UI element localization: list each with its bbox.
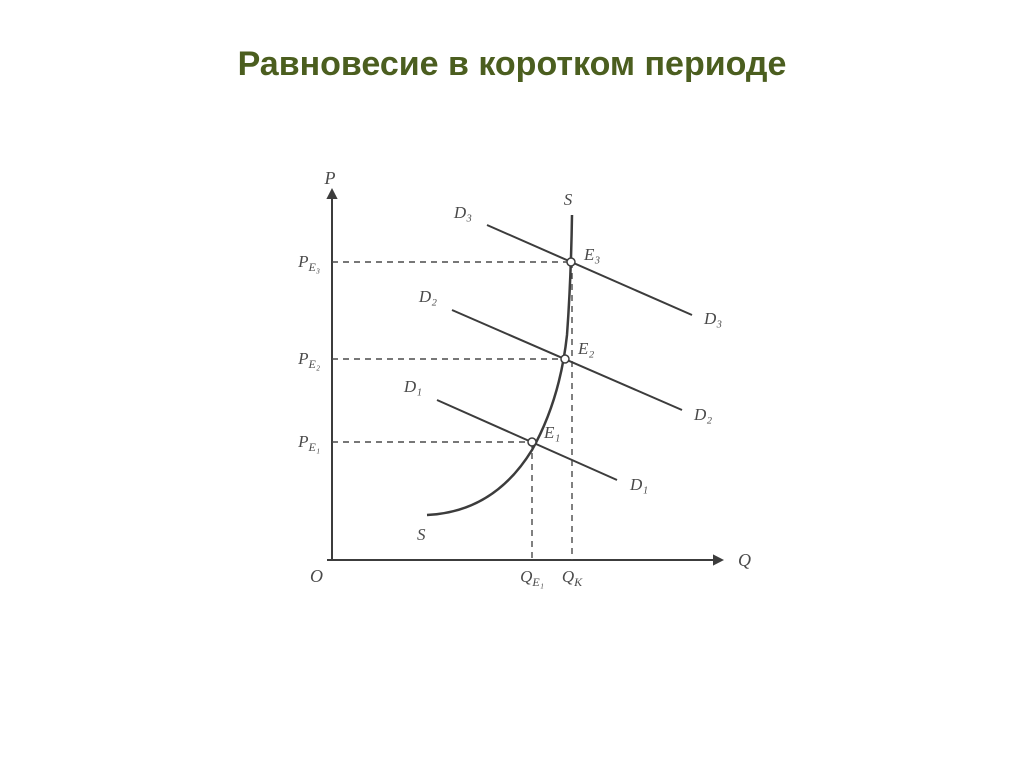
chart-container: P Q O S S D₁ D₁ D₂ D₂ D₃ D₃ E₁ E₂ E₃ PE₁ PE₂ PE₃ QE₁ QK (262, 160, 762, 625)
supply-label-top: S (564, 190, 573, 209)
demand-label-right-D2: D₂ (693, 405, 712, 424)
point-E3 (567, 258, 575, 266)
equilibrium-chart: P Q O S S D₁ D₁ D₂ D₂ D₃ D₃ E₁ E₂ E₃ PE₁ PE₂ PE₃ QE₁ QK (262, 160, 762, 620)
supply-label-bottom: S (417, 525, 426, 544)
x-axis-arrow (713, 554, 724, 565)
slide-title: Равновесие в коротком периоде (0, 45, 1024, 84)
demand-label-left-D1: D₁ (403, 377, 422, 396)
demand-D1 (437, 400, 617, 480)
price-label-3: PE₃ (297, 252, 320, 274)
point-E2 (561, 355, 569, 363)
x-axis-label: Q (738, 550, 751, 570)
demand-label-left-D2: D₂ (418, 287, 437, 306)
point-E1 (528, 438, 536, 446)
y-axis-arrow (326, 188, 337, 199)
price-label-1: PE₁ (297, 432, 320, 454)
qty-label-1: QE₁ (520, 567, 544, 589)
demand-label-left-D3: D₃ (453, 203, 472, 222)
point-label-E1: E₁ (543, 423, 560, 442)
demand-label-right-D1: D₁ (629, 475, 648, 494)
supply-curve (427, 215, 572, 515)
qty-label-2: QK (562, 567, 583, 589)
origin-label: O (310, 566, 323, 586)
point-label-E2: E₂ (577, 339, 594, 358)
demand-label-right-D3: D₃ (703, 309, 722, 328)
price-label-2: PE₂ (297, 349, 320, 371)
y-axis-label: P (324, 168, 336, 188)
demand-D3 (487, 225, 692, 315)
point-label-E3: E₃ (583, 245, 600, 264)
